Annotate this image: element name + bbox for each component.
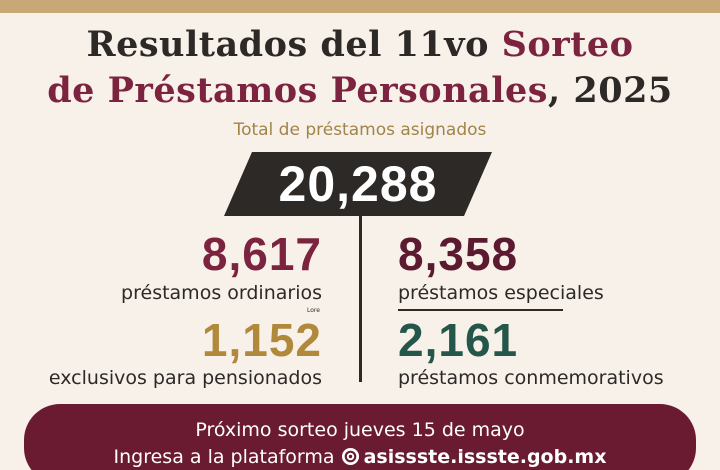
total-banner	[224, 152, 492, 216]
platform-prefix: Ingresa a la plataforma	[113, 446, 335, 468]
next-draw-text: Próximo sorteo jueves 15 de mayo	[195, 419, 525, 441]
globe-icon	[341, 447, 360, 466]
ordinarios-value: 8,617	[201, 228, 322, 280]
total-subtitle: Total de préstamos asignados	[233, 120, 487, 140]
footer-banner	[24, 404, 696, 470]
title-line1-accent: Sorteo	[501, 24, 634, 65]
pensionados-value: 1,152	[201, 314, 322, 366]
conmemorativos-value: 2,161	[398, 314, 519, 366]
title-line1-dark: Resultados del 11vo	[86, 24, 502, 65]
title-line2-accent: de Préstamos Personales	[47, 70, 548, 111]
platform-url-link[interactable]: asissste.issste.gob.mx	[363, 446, 607, 468]
especiales-value: 8,358	[398, 228, 519, 280]
platform-line: Ingresa a la plataforma asissste.issste.g…	[24, 445, 696, 469]
center-divider	[359, 214, 362, 382]
title-line2-dark: , 2025	[548, 70, 673, 111]
page-title: Resultados del 11vo Sorteo de Préstamos …	[0, 22, 720, 114]
ordinarios-label: préstamos ordinarios	[121, 282, 322, 304]
pensionados-label: exclusivos para pensionados	[48, 367, 322, 389]
total-value: 20,288	[278, 156, 438, 212]
top-accent-bar	[0, 0, 720, 13]
conmemorativos-label: préstamos conmemorativos	[398, 367, 664, 389]
especiales-label: préstamos especiales	[398, 282, 604, 304]
especiales-underline	[398, 309, 563, 311]
small-note: Lore	[307, 307, 320, 314]
